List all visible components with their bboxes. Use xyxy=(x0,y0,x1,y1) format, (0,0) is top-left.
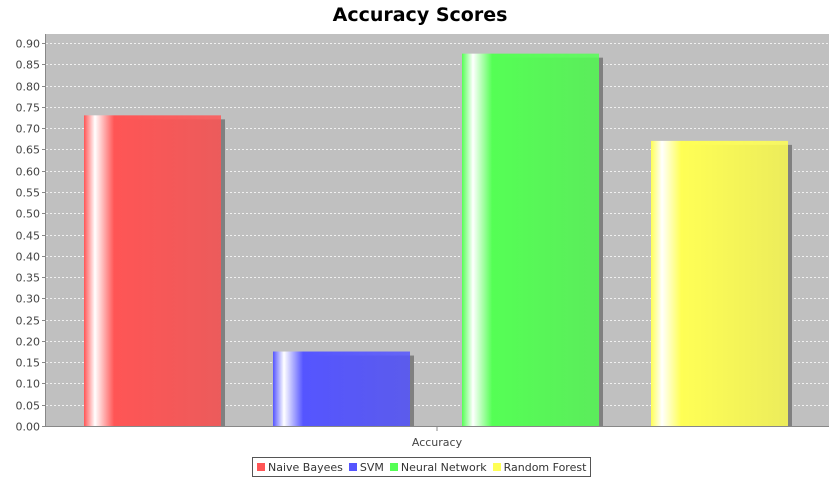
bars xyxy=(84,53,792,427)
y-tick-label: 0.05 xyxy=(16,400,41,413)
y-tick-label: 0.15 xyxy=(16,357,41,370)
y-tick-label: 0.20 xyxy=(16,336,41,349)
y-tick-label: 0.65 xyxy=(16,144,41,157)
legend: Naive Bayees SVM Neural Network Random Fore… xyxy=(252,457,592,477)
bar-naive-bayees xyxy=(84,115,221,426)
y-tick-label: 0.90 xyxy=(16,38,41,51)
y-tick-label: 0.35 xyxy=(16,272,41,285)
legend-item: SVM xyxy=(348,460,384,474)
chart-title: Accuracy Scores xyxy=(332,4,508,26)
y-tick-label: 0.55 xyxy=(16,187,41,200)
legend-label: SVM xyxy=(359,460,384,474)
legend-item: Naive Bayees xyxy=(257,461,343,474)
bar-svm xyxy=(273,351,410,426)
bar-random-forest xyxy=(651,140,788,426)
legend-item: Neural Network xyxy=(389,460,487,474)
y-tick-label: 0.75 xyxy=(16,102,41,115)
y-tick-label: 0.25 xyxy=(16,315,41,328)
bar-neural-network xyxy=(462,53,599,427)
y-tick-label: 0.80 xyxy=(16,81,41,94)
y-tick-label: 0.40 xyxy=(16,251,41,264)
y-tick-label: 0.70 xyxy=(16,123,41,136)
legend-swatch xyxy=(492,463,501,471)
legend-swatch xyxy=(257,463,265,471)
y-tick-label: 0.45 xyxy=(16,230,41,243)
legend-swatch xyxy=(389,463,398,471)
y-tick-label: 0.50 xyxy=(16,208,41,221)
y-tick-label: 0.10 xyxy=(16,378,41,391)
legend-label: Random Forest xyxy=(503,460,587,474)
y-axis: 0.00 0.05 0.10 0.15 0.20 0.25 0.30 0.35 0.40 0.45… xyxy=(16,34,46,434)
legend-label: Neural Network xyxy=(400,460,487,474)
y-tick-label: 0.30 xyxy=(16,293,41,306)
legend-swatch xyxy=(348,463,357,471)
legend-label: Naive Bayees xyxy=(268,460,343,474)
y-tick-label: 0.00 xyxy=(16,421,41,434)
y-tick-label: 0.85 xyxy=(16,59,41,72)
x-category-label: Accuracy xyxy=(412,436,463,449)
y-tick-label: 0.60 xyxy=(16,166,41,179)
legend-item: Random Forest xyxy=(492,460,587,474)
